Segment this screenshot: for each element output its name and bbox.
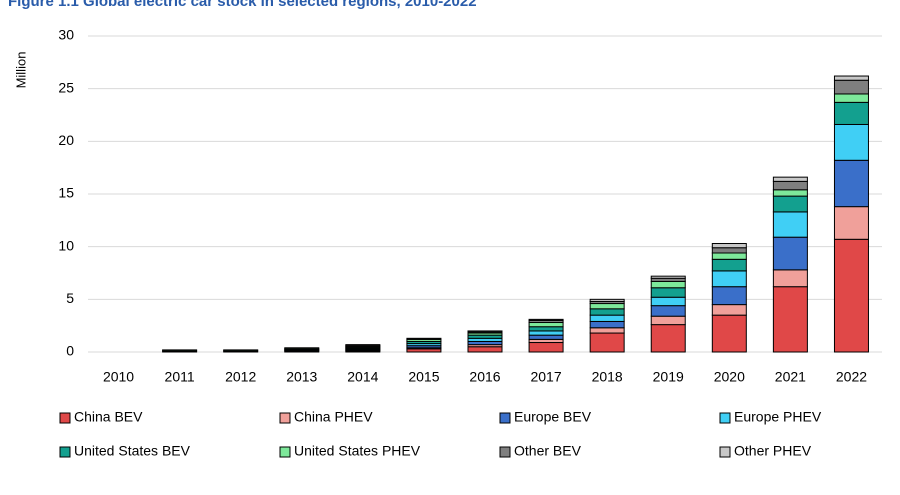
x-tick-label: 2011 <box>165 369 195 385</box>
y-tick-label: 30 <box>58 27 74 43</box>
bar-segment <box>772 286 808 353</box>
bar-segment <box>650 305 686 317</box>
bar-segment <box>528 330 564 336</box>
x-tick-label: 2020 <box>714 369 745 385</box>
x-tick-label: 2010 <box>103 369 134 385</box>
legend-swatch <box>59 446 71 458</box>
bar-segment <box>589 303 625 310</box>
bar-segment <box>589 320 625 329</box>
bar-segment <box>406 337 442 340</box>
chart-title: Figure 1.1 Global electric car stock in … <box>8 0 477 10</box>
bar-segment <box>650 280 686 289</box>
legend-swatch <box>499 412 511 424</box>
bar-segment <box>772 176 808 182</box>
y-tick-label: 0 <box>66 343 74 359</box>
legend-label: Other PHEV <box>734 443 812 459</box>
bar-segment <box>833 123 869 161</box>
bar-segment <box>711 243 747 249</box>
bar-segment <box>528 322 564 328</box>
x-tick-label: 2016 <box>469 369 500 385</box>
bar-segment <box>833 206 869 240</box>
legend-label: United States PHEV <box>294 443 421 459</box>
bar-segment <box>772 269 808 288</box>
x-tick-label: 2014 <box>347 369 378 385</box>
x-tick-label: 2012 <box>225 369 256 385</box>
x-tick-label: 2021 <box>775 369 806 385</box>
x-tick-label: 2019 <box>653 369 684 385</box>
bar-segment <box>772 180 808 191</box>
bar-segment <box>711 252 747 260</box>
bar-segment <box>833 159 869 208</box>
x-tick-label: 2013 <box>286 369 317 385</box>
bar-segment <box>711 258 747 272</box>
bar-segment <box>589 314 625 322</box>
legend-swatch <box>279 412 291 424</box>
bar-segment <box>772 195 808 213</box>
bar-segment <box>833 75 869 81</box>
y-tick-label: 20 <box>58 132 74 148</box>
bar-segment <box>589 327 625 334</box>
bar-segment <box>467 346 503 353</box>
y-tick-label: 5 <box>66 290 74 306</box>
bar-segment <box>650 287 686 298</box>
bar-segment <box>467 330 503 333</box>
x-tick-label: 2017 <box>530 369 561 385</box>
bar-segment <box>833 101 869 125</box>
bar-segment <box>711 314 747 353</box>
legend-label: Other BEV <box>514 443 582 459</box>
legend-swatch <box>719 446 731 458</box>
bar-segment <box>589 332 625 353</box>
legend-swatch <box>719 412 731 424</box>
legend-label: Europe BEV <box>514 409 592 425</box>
bar-segment <box>711 247 747 254</box>
y-axis-label: Million <box>13 52 28 89</box>
bar-segment <box>589 308 625 316</box>
bar-segment <box>772 236 808 271</box>
x-tick-label: 2018 <box>592 369 623 385</box>
bar-segment <box>528 334 564 340</box>
bar-segment <box>833 79 869 95</box>
bar-segment <box>284 347 320 350</box>
bar-segment <box>650 324 686 353</box>
legend-label: China PHEV <box>294 409 373 425</box>
y-tick-label: 25 <box>58 79 74 95</box>
legend-swatch <box>279 446 291 458</box>
legend-label: China BEV <box>74 409 143 425</box>
bar-segment <box>650 296 686 307</box>
bar-segment <box>711 286 747 306</box>
bar-segment <box>162 349 198 352</box>
x-tick-label: 2022 <box>836 369 867 385</box>
bar-segment <box>589 298 625 302</box>
legend-label: United States BEV <box>74 443 191 459</box>
y-tick-label: 10 <box>58 237 74 253</box>
bar-segment <box>650 315 686 326</box>
bar-segment <box>833 238 869 353</box>
bar-segment <box>528 326 564 332</box>
bar-segment <box>528 318 564 321</box>
legend-swatch <box>499 446 511 458</box>
bar-segment <box>223 349 259 352</box>
bar-segment <box>711 270 747 288</box>
bar-segment <box>650 275 686 279</box>
bar-segment <box>528 342 564 353</box>
legend-swatch <box>59 412 71 424</box>
bar-segment <box>345 344 381 347</box>
y-tick-label: 15 <box>58 185 74 201</box>
bar-segment <box>711 304 747 316</box>
legend-label: Europe PHEV <box>734 409 822 425</box>
bar-segment <box>772 211 808 238</box>
x-tick-label: 2015 <box>408 369 439 385</box>
bar-segment <box>772 189 808 197</box>
bar-segment <box>833 93 869 103</box>
